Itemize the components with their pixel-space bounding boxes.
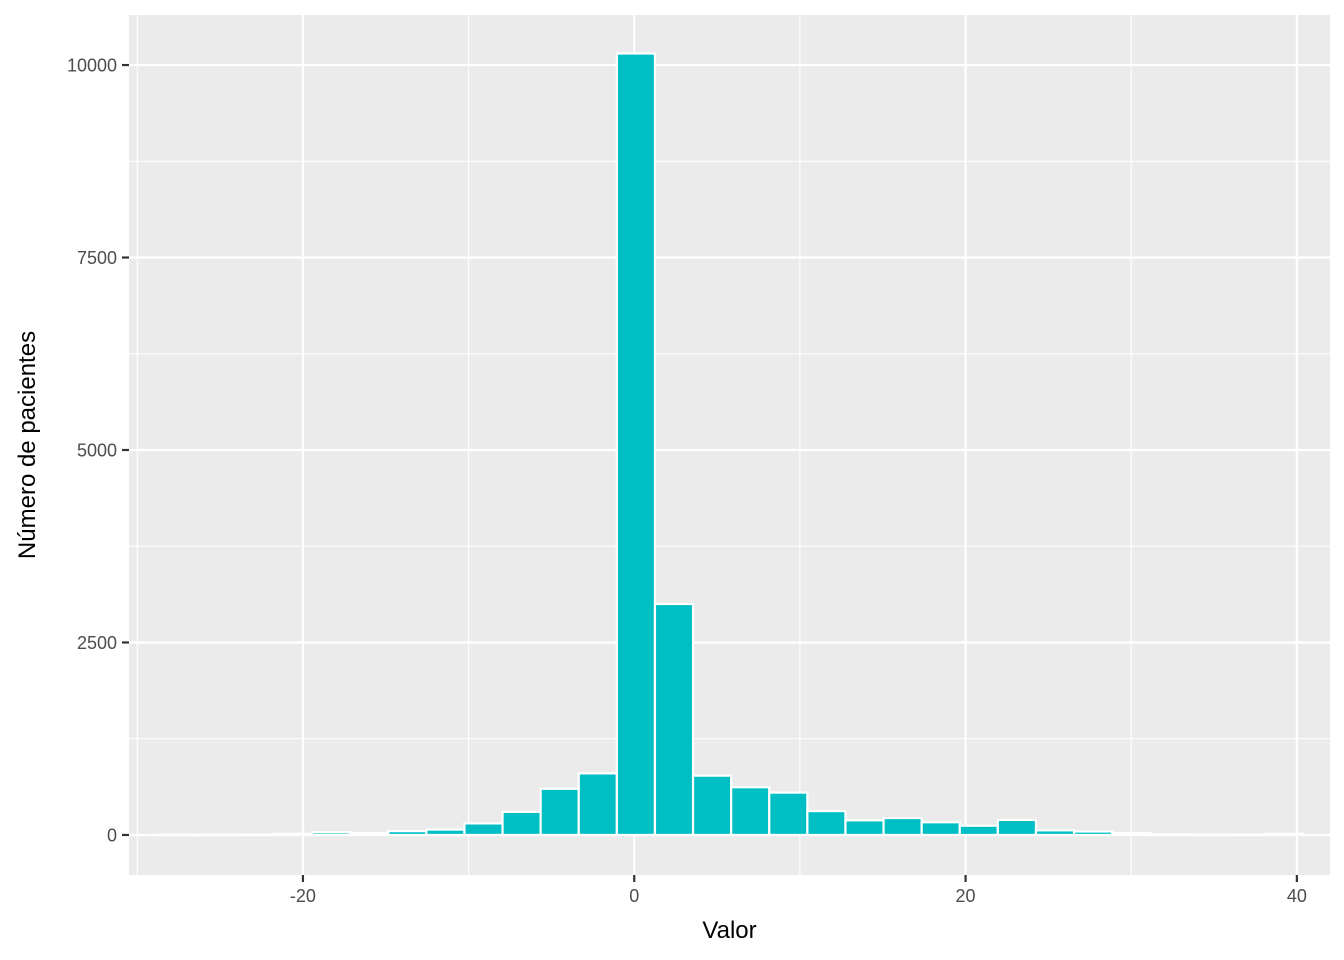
x-axis-title: Valor: [702, 917, 756, 944]
histogram-bar: [996, 818, 1038, 837]
y-tick-label: 5000: [77, 441, 117, 461]
x-tick-label: 0: [629, 886, 639, 906]
histogram-bar: [615, 52, 657, 837]
histogram-bar: [768, 791, 809, 837]
x-tick-label: 40: [1287, 886, 1307, 906]
histogram-bar: [1225, 833, 1266, 837]
histogram-bar: [1149, 833, 1190, 837]
histogram-bar: [1187, 833, 1228, 837]
histogram-bar: [1111, 831, 1152, 837]
y-tick-label: 0: [107, 825, 117, 845]
histogram-bar: [844, 819, 885, 837]
histogram-bar: [310, 831, 352, 837]
plot-panel: [129, 15, 1330, 875]
grid-minor: [129, 15, 1330, 875]
y-axis: 0 2500 5000 7500 10000: [67, 56, 129, 845]
y-tick-label: 7500: [77, 248, 117, 268]
x-axis: -20 0 20 40: [290, 875, 1307, 906]
histogram-bar: [349, 831, 390, 837]
histogram-bar: [539, 787, 580, 837]
histogram-bar: [234, 833, 276, 837]
histogram-bar: [158, 833, 199, 837]
histogram-bar: [272, 832, 314, 837]
histogram-bar: [653, 602, 695, 837]
histogram-bar: [463, 822, 504, 837]
y-tick-label: 2500: [77, 633, 117, 653]
histogram-bar: [920, 821, 961, 837]
histogram-bar: [387, 830, 428, 837]
histogram-bar: [425, 828, 466, 837]
histogram-bar: [958, 824, 999, 837]
histogram-bar: [1072, 830, 1114, 837]
x-tick-label: -20: [290, 886, 316, 906]
histogram-bar: [730, 786, 771, 837]
histogram-bar: [577, 772, 618, 837]
y-tick-label: 10000: [67, 56, 117, 76]
x-tick-label: 20: [956, 886, 976, 906]
y-axis-title: Número de pacientes: [14, 331, 41, 559]
histogram-bar: [1263, 832, 1304, 837]
histogram-bar: [691, 774, 733, 837]
histogram-bar: [806, 809, 847, 837]
histogram-bars: [158, 52, 1304, 837]
histogram-bar: [196, 833, 237, 837]
histogram-bar: [1034, 829, 1076, 837]
histogram-bar: [882, 816, 923, 837]
histogram-bar: [501, 810, 542, 837]
